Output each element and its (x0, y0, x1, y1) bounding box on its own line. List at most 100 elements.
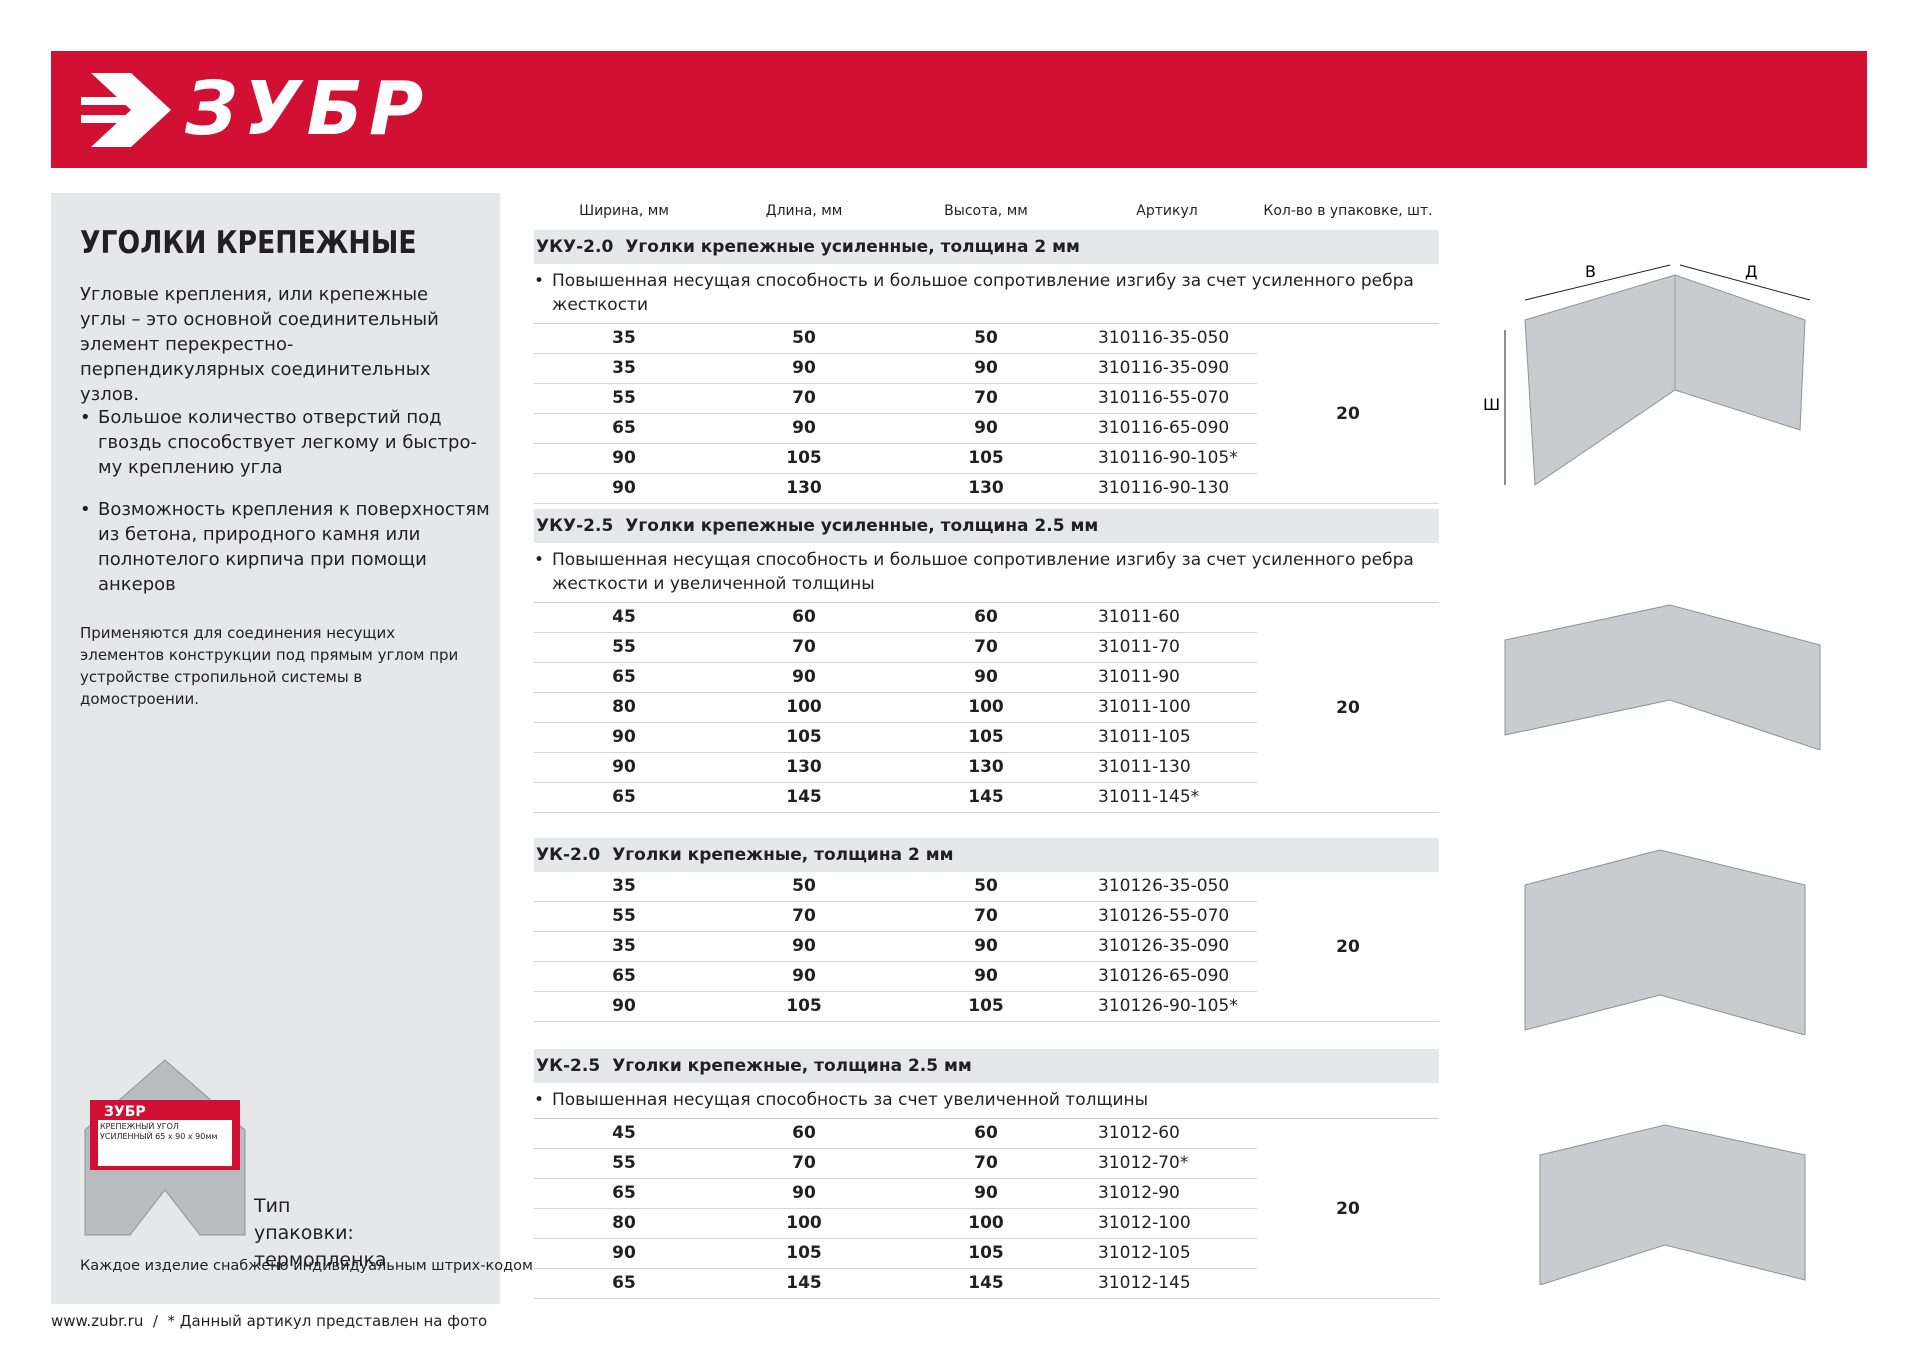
cell: 31011-145* (1098, 787, 1200, 807)
table-row: 90 105 105 310116-90-105* (534, 444, 1257, 474)
cell: 70 (792, 637, 816, 657)
cell: 31012-70* (1098, 1153, 1189, 1173)
cell: 105 (968, 1243, 1004, 1263)
cell: 70 (974, 906, 998, 926)
cell: 105 (968, 448, 1004, 468)
cell: 45 (612, 1123, 636, 1143)
cell: 90 (974, 966, 998, 986)
diagram-label: Д (1745, 262, 1758, 281)
table-row: 35 50 50 310126-35-050 (534, 872, 1257, 902)
cell: 65 (612, 667, 636, 687)
cell: 90 (612, 757, 636, 777)
cell: 100 (968, 697, 1004, 717)
cell: 90 (792, 667, 816, 687)
cell: 55 (612, 637, 636, 657)
cell: 55 (612, 1153, 636, 1173)
cell: 31011-90 (1098, 667, 1180, 687)
cell: 31012-105 (1098, 1243, 1191, 1263)
package-photo: ЗУБР КРЕПЕЖНЫЙ УГОЛ УСИЛЕННЫЙ 65 x 90 x … (84, 1059, 246, 1236)
rows: 45 60 60 31011-60 55 70 70 31011-70 65 90 90 31011-… (534, 603, 1257, 813)
barcode-note: Каждое изделие снабжено индивидуальным ш… (80, 1258, 533, 1274)
cell: 35 (612, 358, 636, 378)
cell: 70 (974, 388, 998, 408)
cell: 105 (786, 1243, 822, 1263)
product-diagram: В Д Ш (1483, 262, 1811, 486)
cell: 70 (792, 906, 816, 926)
table-row: 90 130 130 310116-90-130 (534, 474, 1257, 504)
cell: 90 (612, 478, 636, 498)
column-header: Ширина, мм (579, 203, 669, 219)
section-code: УК-2.0 (536, 845, 601, 865)
cell: 60 (974, 607, 998, 627)
rows: 35 50 50 310126-35-050 55 70 70 310126-55-070 35… (534, 872, 1257, 1022)
cell: 31012-60 (1098, 1123, 1180, 1143)
table-row: 65 145 145 31012-145 (534, 1269, 1257, 1299)
cell: 100 (968, 1213, 1004, 1233)
cell: 310126-65-090 (1098, 966, 1230, 986)
section: УКУ-2.0 Уголки крепежные усиленные, толщи… (534, 230, 1439, 504)
cell: 31011-105 (1098, 727, 1191, 747)
cell: 310116-35-050 (1098, 328, 1230, 348)
cell: 105 (786, 448, 822, 468)
table-row: 80 100 100 31011-100 (534, 693, 1257, 723)
cell: 105 (968, 996, 1004, 1016)
package-caption: Тип упаковки: термопленка (254, 1195, 387, 1271)
table-row: 65 90 90 310126-65-090 (534, 962, 1257, 992)
section-name: Уголки крепежные, толщина 2.5 мм (612, 1056, 972, 1076)
cell: 90 (612, 727, 636, 747)
cell: 50 (792, 328, 816, 348)
section-note: Повышенная несущая способность и большое… (534, 543, 1439, 603)
table-row: 55 70 70 31012-70* (534, 1149, 1257, 1179)
cell: 50 (974, 328, 998, 348)
cell: 90 (612, 448, 636, 468)
table-row: 55 70 70 310116-55-070 (534, 384, 1257, 414)
section-code: УКУ-2.0 (536, 237, 614, 257)
cell: 105 (968, 727, 1004, 747)
cell: 310126-55-070 (1098, 906, 1230, 926)
cell: 310126-35-090 (1098, 936, 1230, 956)
bullet: Возможность крепления к поверхностям из … (80, 497, 498, 597)
cell: 130 (786, 478, 822, 498)
header-banner (51, 51, 1867, 168)
section-name: Уголки крепежные, толщина 2 мм (612, 845, 954, 865)
cell: 80 (612, 697, 636, 717)
table-row: 55 70 70 310126-55-070 (534, 902, 1257, 932)
quantity: 20 (1257, 1119, 1439, 1299)
cell: 310116-35-090 (1098, 358, 1230, 378)
cell: 145 (968, 787, 1004, 807)
cell: 50 (974, 876, 998, 896)
table-row: 45 60 60 31012-60 (534, 1119, 1257, 1149)
section-name: Уголки крепежные усиленные, толщина 2 мм (625, 237, 1080, 257)
section-body: 45 60 60 31011-60 55 70 70 31011-70 65 90 90 31011-… (534, 603, 1439, 813)
quantity: 20 (1257, 872, 1439, 1022)
table-row: 35 50 50 310116-35-050 (534, 324, 1257, 354)
section-title: УКУ-2.0 Уголки крепежные усиленные, толщи… (534, 230, 1439, 264)
product-photo (1539, 1124, 1806, 1285)
section-name: Уголки крепежные усиленные, толщина 2.5 … (625, 516, 1099, 536)
table-row: 35 90 90 310116-35-090 (534, 354, 1257, 384)
cell: 105 (786, 996, 822, 1016)
cell: 60 (792, 607, 816, 627)
cell: 310126-35-050 (1098, 876, 1230, 896)
cell: 145 (968, 1273, 1004, 1293)
cell: 145 (786, 1273, 822, 1293)
intro: Угловые крепления, или крепежные углы – … (80, 284, 439, 405)
section-title: УК-2.0 Уголки крепежные, толщина 2 мм (534, 838, 1439, 872)
cell: 90 (792, 1183, 816, 1203)
cell: 130 (968, 757, 1004, 777)
cell: 90 (612, 1243, 636, 1263)
cell: 105 (786, 727, 822, 747)
cell: 310126-90-105* (1098, 996, 1238, 1016)
table-row: 65 145 145 31011-145* (534, 783, 1257, 813)
cell: 31011-130 (1098, 757, 1191, 777)
column-header: Кол-во в упаковке, шт. (1263, 203, 1433, 219)
cell: 50 (792, 876, 816, 896)
cell: 100 (786, 1213, 822, 1233)
table-row: 80 100 100 31012-100 (534, 1209, 1257, 1239)
cell: 90 (792, 358, 816, 378)
table-row: 65 90 90 31012-90 (534, 1179, 1257, 1209)
quantity: 20 (1257, 324, 1439, 504)
section-body: 35 50 50 310126-35-050 55 70 70 310126-55-070 35… (534, 872, 1439, 1022)
cell: 60 (792, 1123, 816, 1143)
table-row: 45 60 60 31011-60 (534, 603, 1257, 633)
